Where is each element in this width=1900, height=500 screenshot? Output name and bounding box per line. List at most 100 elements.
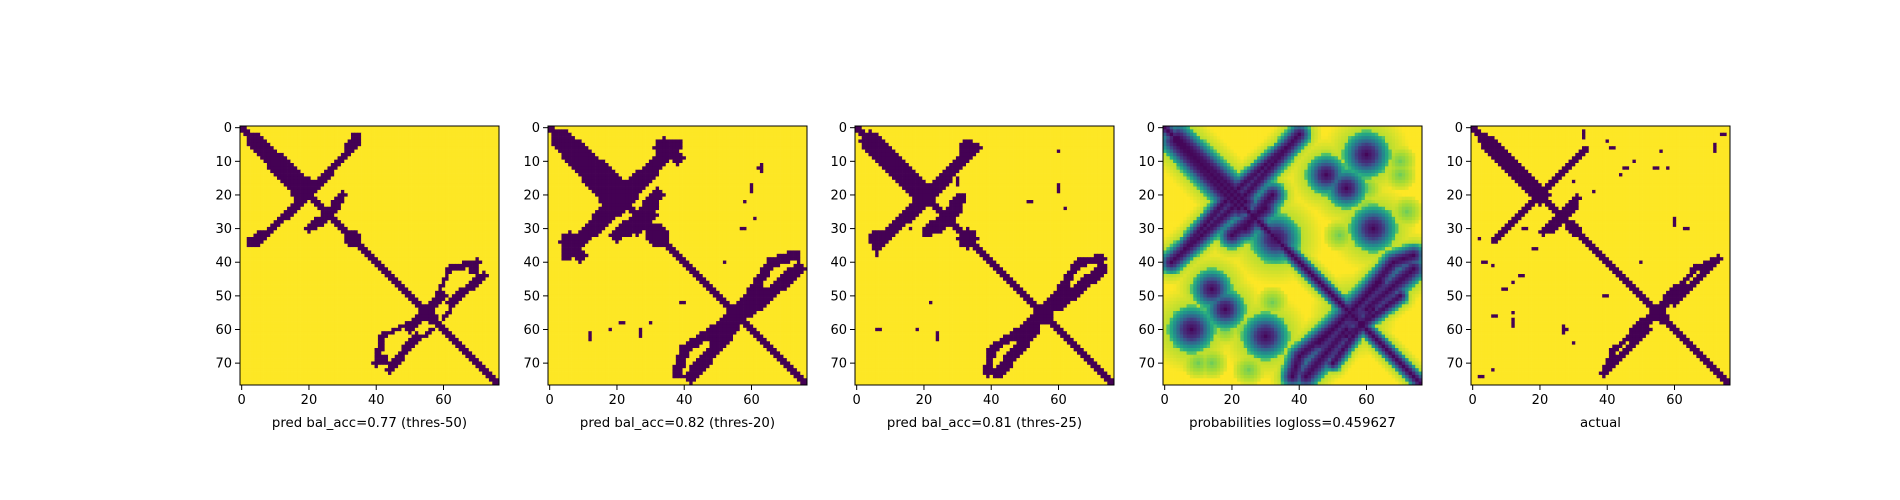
- heatmap-cell: [324, 160, 328, 164]
- heatmap-cell: [361, 213, 365, 217]
- heatmap-cell: [375, 250, 379, 254]
- heatmap-cell: [475, 227, 479, 231]
- heatmap-cell: [253, 324, 257, 328]
- heatmap-cell: [432, 176, 436, 180]
- heatmap-cell: [412, 267, 416, 271]
- heatmap-cell: [405, 126, 409, 130]
- heatmap-cell: [482, 287, 486, 291]
- heatmap-cell: [425, 213, 429, 217]
- heatmap-cell: [459, 146, 463, 150]
- heatmap-cell: [250, 294, 254, 298]
- heatmap-cell: [375, 139, 379, 143]
- heatmap-cell: [341, 314, 345, 318]
- heatmap-cell: [462, 217, 466, 221]
- heatmap-cell: [341, 200, 345, 204]
- heatmap-cell: [257, 150, 261, 154]
- heatmap-cell: [240, 170, 244, 174]
- heatmap-cell: [425, 183, 429, 187]
- heatmap-cell: [354, 321, 358, 325]
- heatmap-cell: [294, 301, 298, 305]
- heatmap-cell: [489, 193, 493, 197]
- heatmap-cell: [472, 129, 476, 133]
- heatmap-cell: [465, 338, 469, 342]
- heatmap-cell: [415, 287, 419, 291]
- heatmap-cell: [297, 207, 301, 211]
- heatmap-cell: [324, 304, 328, 308]
- heatmap-cell: [449, 170, 453, 174]
- heatmap-cell: [415, 237, 419, 241]
- heatmap-cell: [371, 150, 375, 154]
- heatmap-cell: [304, 298, 308, 302]
- heatmap-cell: [368, 277, 372, 281]
- heatmap-cell: [354, 160, 358, 164]
- heatmap-cell: [260, 324, 264, 328]
- heatmap-cell: [455, 240, 459, 244]
- heatmap-cell: [459, 210, 463, 214]
- heatmap-cell: [435, 217, 439, 221]
- heatmap-cell: [304, 244, 308, 248]
- heatmap-cell: [381, 153, 385, 157]
- heatmap-cell: [301, 331, 305, 335]
- heatmap-cell: [381, 166, 385, 170]
- heatmap-cell: [351, 247, 355, 251]
- heatmap-cell: [338, 301, 342, 305]
- heatmap-cell: [324, 193, 328, 197]
- heatmap-cell: [314, 176, 318, 180]
- heatmap-cell: [280, 240, 284, 244]
- heatmap-cell: [348, 244, 352, 248]
- heatmap-cell: [287, 274, 291, 278]
- heatmap-cell: [344, 143, 348, 147]
- heatmap-cell: [364, 217, 368, 221]
- heatmap-cell: [301, 267, 305, 271]
- heatmap-cell: [371, 136, 375, 140]
- heatmap-cell: [260, 227, 264, 231]
- heatmap-cell: [304, 187, 308, 191]
- heatmap-cell: [267, 207, 271, 211]
- heatmap-cell: [344, 284, 348, 288]
- heatmap-cell: [425, 298, 429, 302]
- heatmap-cell: [391, 291, 395, 295]
- heatmap-cell: [479, 139, 483, 143]
- heatmap-cell: [287, 324, 291, 328]
- heatmap-cell: [257, 146, 261, 150]
- heatmap-cell: [253, 217, 257, 221]
- heatmap-cell: [438, 146, 442, 150]
- heatmap-cell: [284, 311, 288, 315]
- heatmap-cell: [277, 234, 281, 238]
- heatmap-cell: [405, 314, 409, 318]
- heatmap-cell: [250, 311, 254, 315]
- heatmap-cell: [257, 200, 261, 204]
- heatmap-cell: [341, 230, 345, 234]
- heatmap-cell: [391, 244, 395, 248]
- heatmap-cell: [401, 341, 405, 345]
- heatmap-cell: [425, 156, 429, 160]
- heatmap-cell: [408, 173, 412, 177]
- heatmap-cell: [341, 156, 345, 160]
- heatmap-cell: [294, 277, 298, 281]
- heatmap-cell: [307, 220, 311, 224]
- heatmap-cell: [459, 237, 463, 241]
- heatmap-cell: [270, 291, 274, 295]
- heatmap-cell: [486, 187, 490, 191]
- heatmap-cell: [412, 176, 416, 180]
- heatmap-cell: [412, 287, 416, 291]
- heatmap-cell: [250, 224, 254, 228]
- heatmap-cell: [321, 277, 325, 281]
- heatmap-cell: [391, 173, 395, 177]
- heatmap-cell: [388, 203, 392, 207]
- heatmap-cell: [301, 274, 305, 278]
- heatmap-cell: [462, 133, 466, 137]
- heatmap-cell: [381, 277, 385, 281]
- heatmap-cell: [479, 200, 483, 204]
- heatmap-cell: [395, 203, 399, 207]
- heatmap-cell: [247, 335, 251, 339]
- heatmap-cell: [438, 193, 442, 197]
- heatmap-cell: [257, 217, 261, 221]
- heatmap-cell: [469, 203, 473, 207]
- heatmap-cell: [358, 166, 362, 170]
- heatmap-cell: [364, 190, 368, 194]
- heatmap-cell: [452, 139, 456, 143]
- heatmap-cell: [492, 335, 496, 339]
- heatmap-cell: [391, 298, 395, 302]
- heatmap-cell: [338, 271, 342, 275]
